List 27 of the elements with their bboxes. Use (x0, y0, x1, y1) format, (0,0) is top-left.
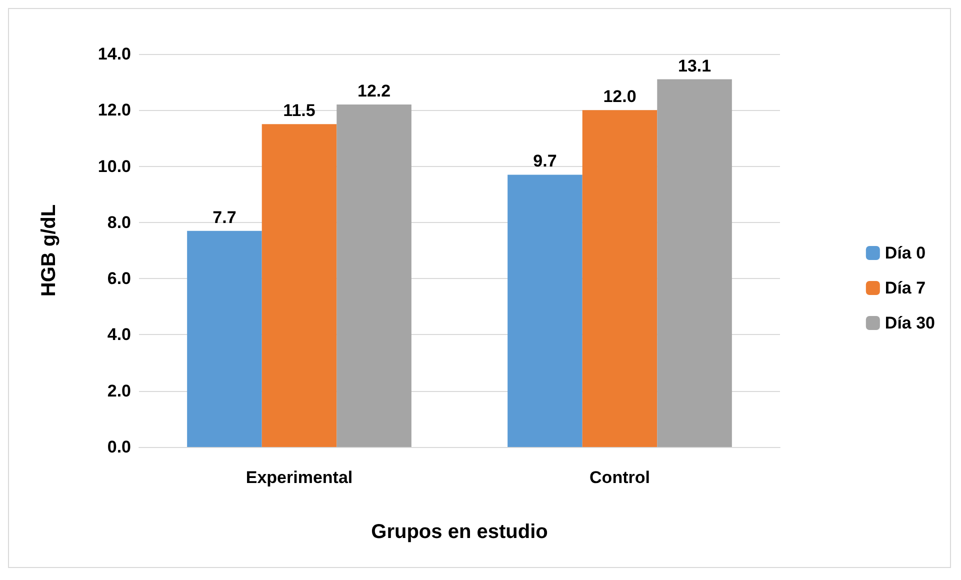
x-axis-title: Grupos en estudio (371, 521, 548, 543)
legend-label: Día 0 (884, 244, 926, 262)
bar (657, 79, 732, 447)
y-tick-label: 2.0 (107, 381, 131, 400)
y-tick-label: 4.0 (107, 325, 131, 344)
data-label: 7.7 (212, 208, 236, 227)
y-tick-label: 10.0 (98, 156, 131, 176)
bar (262, 124, 337, 447)
data-label: 12.2 (357, 82, 391, 101)
data-label: 11.5 (283, 101, 316, 120)
legend-label: Día 30 (884, 314, 936, 332)
y-tick-label: 8.0 (107, 212, 131, 232)
y-axis-title: HGB g/dL (38, 204, 60, 297)
bar (582, 110, 658, 447)
y-tick-label: 12.0 (98, 100, 131, 120)
bar (336, 104, 412, 447)
x-tick-label: Control (590, 468, 650, 487)
data-label: 9.7 (533, 152, 557, 171)
data-label: 13.1 (678, 56, 712, 76)
legend-label: Día 7 (884, 278, 926, 298)
y-tick-label: 6.0 (107, 269, 131, 288)
data-label: 12.0 (603, 87, 636, 106)
bar (508, 174, 582, 447)
y-tick-label: 0.0 (107, 438, 131, 456)
y-tick-label: 14.0 (98, 44, 131, 64)
x-tick-label: Experimental (246, 468, 353, 487)
bar (187, 230, 262, 447)
